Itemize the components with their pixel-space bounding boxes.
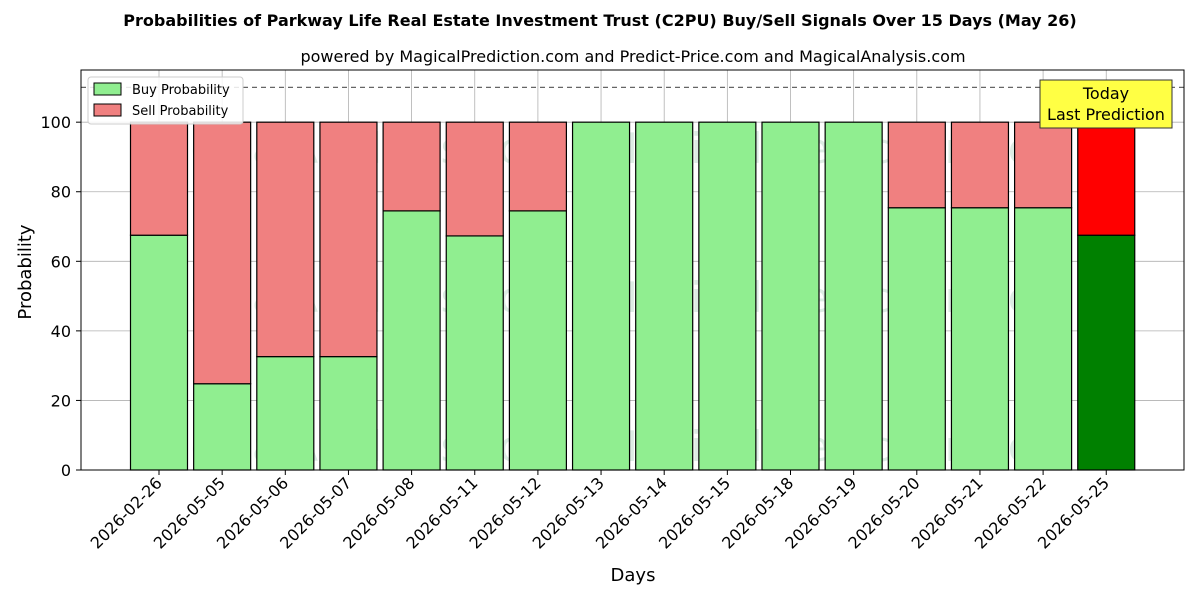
buy-bar	[382, 210, 441, 471]
bar-layer	[129, 121, 1136, 471]
legend-label: Buy Probability	[132, 83, 230, 98]
legend-swatch	[93, 103, 122, 117]
sell-bar	[508, 121, 567, 212]
sell-bar	[319, 121, 378, 358]
sell-bar	[129, 121, 189, 236]
y-tick-label: 20	[51, 391, 71, 410]
y-tick-label: 60	[51, 252, 71, 271]
buy-bar	[887, 207, 946, 471]
sell-bar	[887, 121, 946, 209]
chart-title: Probabilities of Parkway Life Real Estat…	[123, 11, 1076, 30]
buy-bar	[824, 121, 883, 471]
y-tick-label: 100	[40, 113, 71, 132]
plot-frame	[80, 69, 1185, 471]
buy-bar	[571, 121, 631, 471]
y-tick-label: 80	[51, 183, 71, 202]
buy-bar	[508, 210, 567, 471]
legend-label: Sell Probability	[132, 104, 229, 119]
sell-bar	[1077, 121, 1136, 236]
y-tick-label: 40	[51, 322, 71, 341]
buy-bar	[950, 207, 1010, 471]
buy-bar	[445, 235, 504, 471]
buy-bar	[256, 356, 315, 471]
today-annotation: Today Last Prediction	[1039, 79, 1173, 129]
buy-bar	[1077, 234, 1136, 471]
y-tick-label: 0	[61, 461, 71, 480]
annotation-box	[1039, 79, 1173, 129]
legend-box	[87, 76, 244, 125]
buy-bar	[129, 234, 189, 471]
sell-bar	[382, 121, 441, 212]
annotation-text: Today	[1082, 84, 1129, 103]
buy-bar	[319, 356, 378, 471]
sell-bar	[445, 121, 504, 237]
sell-bar	[256, 121, 315, 358]
sell-bar	[1013, 121, 1073, 209]
buy-bar	[698, 121, 757, 471]
buy-bar	[761, 121, 820, 471]
legend-swatch	[93, 82, 122, 96]
y-axis-title: Probability	[15, 224, 36, 319]
sell-bar	[193, 121, 252, 385]
annotation-text: Last Prediction	[1047, 105, 1165, 124]
buy-bar	[193, 383, 252, 471]
sell-bar	[950, 121, 1010, 209]
buy-bar	[1013, 207, 1073, 471]
buy-bar	[635, 121, 694, 471]
chart-subtitle: powered by MagicalPrediction.com and Pre…	[300, 47, 965, 66]
x-axis-title: Days	[611, 565, 656, 586]
legend: Buy Probability Sell Probability	[87, 76, 244, 125]
